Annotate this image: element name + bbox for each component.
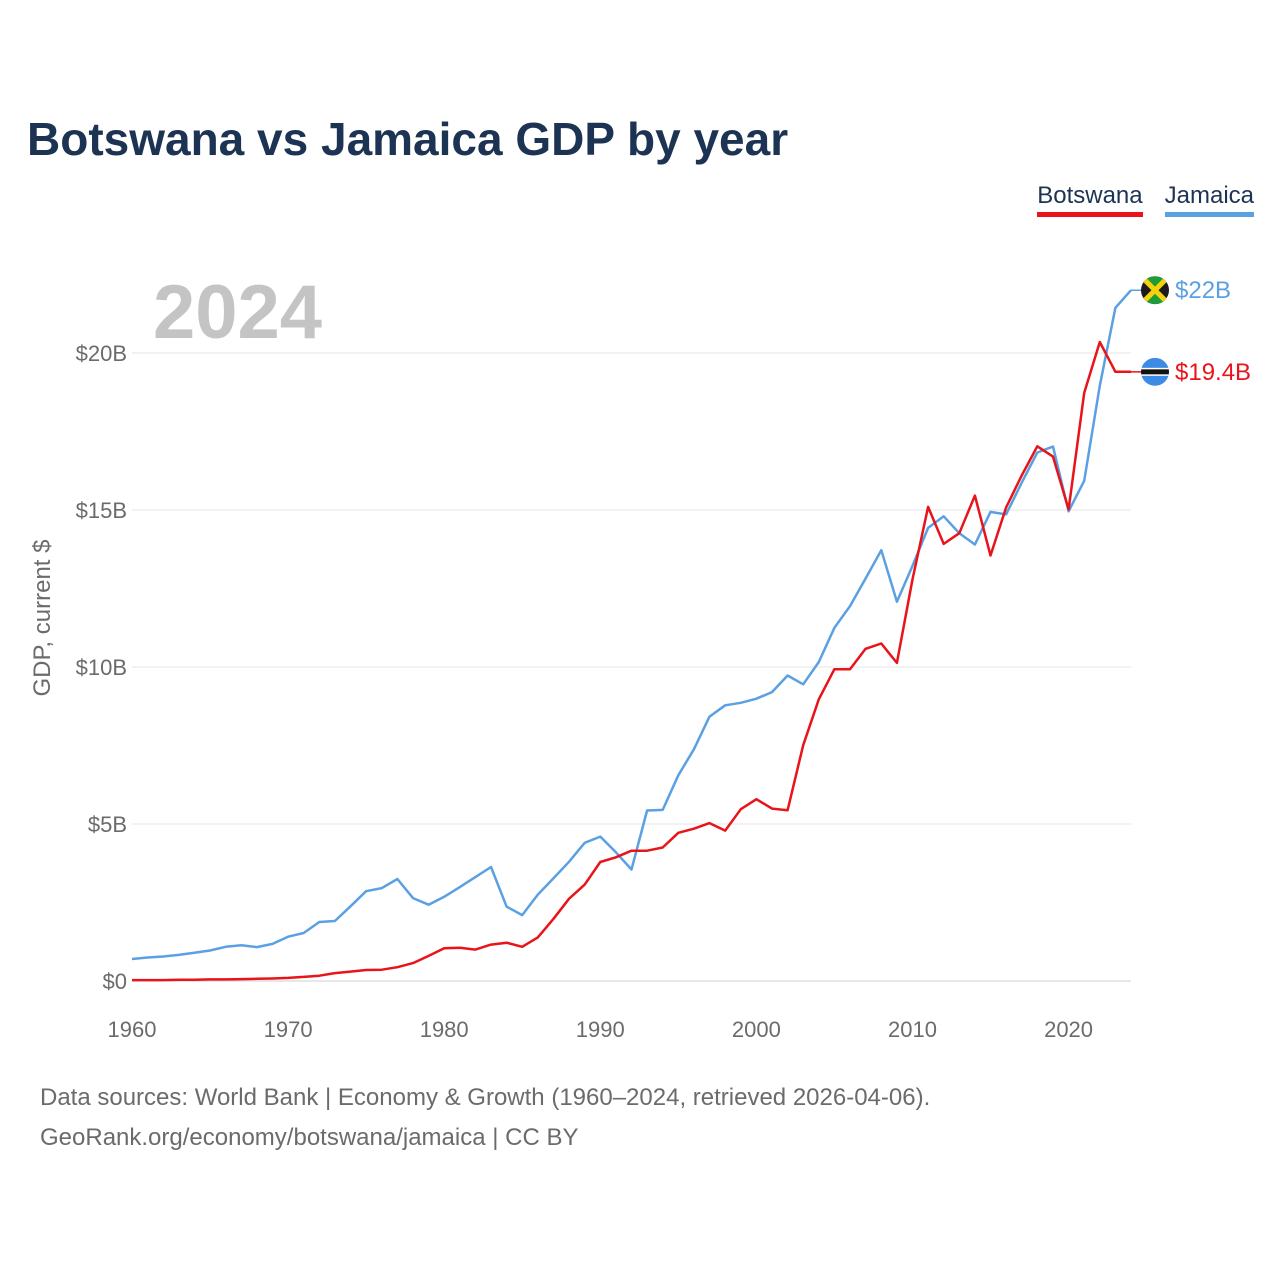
series-line-jamaica[interactable] [131, 289, 1132, 961]
year-watermark: 2024 [153, 270, 322, 355]
y-tick-label: $20B [76, 341, 127, 366]
legend-item-botswana[interactable]: Botswana [1037, 182, 1143, 217]
series-line-botswana[interactable] [132, 340, 1131, 982]
y-tick-label: $5B [88, 812, 127, 837]
x-tick-label: 2010 [888, 1017, 937, 1042]
botswana-flag-icon [1141, 357, 1169, 386]
end-value-label-botswana: $19.4B [1175, 359, 1251, 386]
chart-title: Botswana vs Jamaica GDP by year [27, 113, 789, 165]
x-tick-label: 1960 [108, 1017, 157, 1042]
x-tick-label: 1980 [420, 1017, 469, 1042]
source-link[interactable]: GeoRank.org/economy/botswana/jamaica | C… [40, 1124, 579, 1151]
end-value-label-jamaica: $22B [1175, 277, 1231, 304]
data-source-note: Data sources: World Bank | Economy & Gro… [40, 1084, 931, 1111]
x-tick-label: 1970 [264, 1017, 313, 1042]
y-tick-label: $15B [76, 498, 127, 523]
y-axis-label: GDP, current $ [29, 540, 56, 697]
gdp-line-chart: 2024 $0 $5B $10B $15B $20B 1960 1970 1980 1990 2… [29, 270, 1251, 1042]
chart-legend: Botswana Jamaica [1037, 182, 1254, 217]
y-tick-label: $0 [103, 969, 127, 994]
legend-item-jamaica[interactable]: Jamaica [1164, 182, 1254, 217]
x-tick-label: 1990 [576, 1017, 625, 1042]
x-tick-label: 2020 [1044, 1017, 1093, 1042]
x-tick-label: 2000 [732, 1017, 781, 1042]
jamaica-flag-icon [1141, 276, 1169, 305]
y-tick-label: $10B [76, 655, 127, 680]
